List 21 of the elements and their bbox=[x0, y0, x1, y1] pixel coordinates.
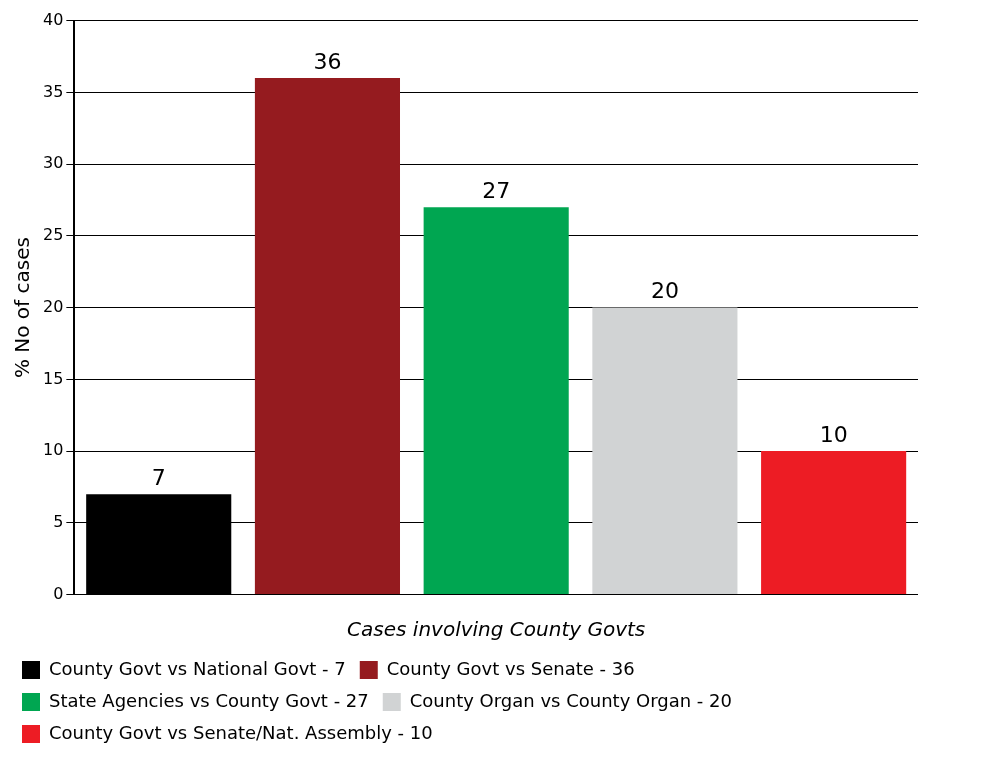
legend-label: County Govt vs National Govt - 7 bbox=[49, 657, 346, 679]
data-label: 7 bbox=[151, 464, 166, 490]
legend-label: County Govt vs Senate - 36 bbox=[386, 657, 635, 679]
y-tick-label: 20 bbox=[43, 296, 64, 316]
y-tick-label: 15 bbox=[43, 368, 64, 388]
y-tick-label: 35 bbox=[43, 81, 64, 101]
y-tick-label: 10 bbox=[43, 440, 64, 460]
y-tick-label: 30 bbox=[43, 153, 64, 173]
data-label: 20 bbox=[650, 278, 679, 304]
legend-label: County Govt vs Senate/Nat. Assembly - 10 bbox=[49, 721, 433, 743]
legend-label: State Agencies vs County Govt - 27 bbox=[49, 689, 369, 711]
data-label: 36 bbox=[313, 48, 342, 74]
y-tick-label: 5 bbox=[53, 512, 64, 532]
data-label: 27 bbox=[482, 177, 511, 203]
y-tick-label: 40 bbox=[43, 9, 64, 29]
y-tick-label: 25 bbox=[43, 225, 64, 245]
legend-label: County Organ vs County Organ - 20 bbox=[409, 689, 732, 711]
y-tick-label: 0 bbox=[53, 583, 64, 603]
y-axis-title: % No of cases bbox=[10, 237, 35, 379]
data-label: 10 bbox=[819, 421, 848, 447]
x-axis-title: Cases involving County Govts bbox=[347, 617, 646, 642]
